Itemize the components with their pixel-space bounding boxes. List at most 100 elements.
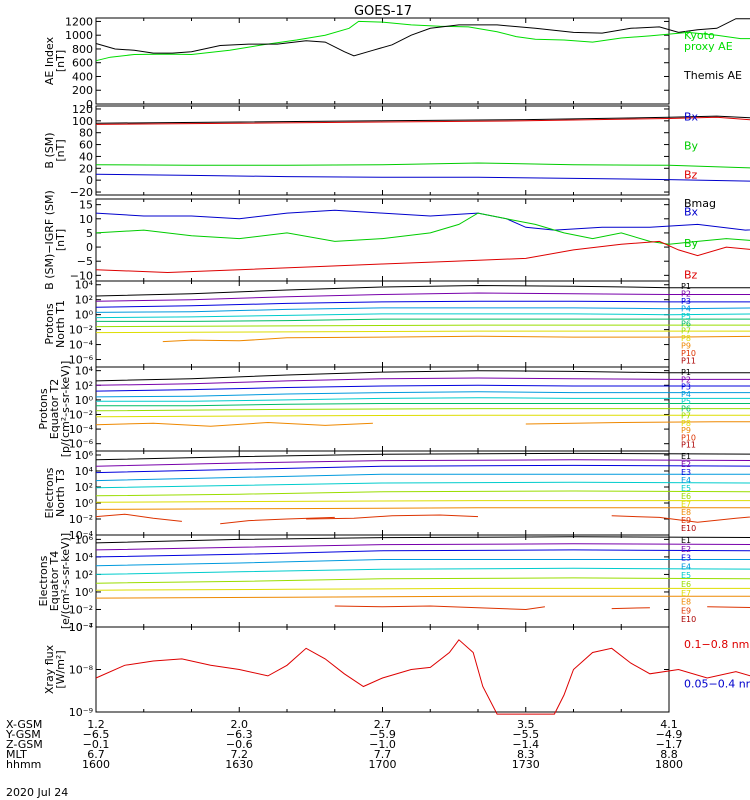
protons_equator-ytick-label: 10⁻⁶ xyxy=(69,438,94,451)
electrons_north-series-e4 xyxy=(95,473,750,482)
electrons_north-ylabel: Electrons xyxy=(43,467,56,518)
bsm_igrf-series-by xyxy=(95,212,750,245)
protons_north-series-p6 xyxy=(96,318,750,322)
electrons_equator-series-e1 xyxy=(95,536,750,544)
protons_equator-legend-p7: P7 xyxy=(681,412,691,421)
electrons_equator-series-e8 xyxy=(95,595,750,599)
footer-value: 1600 xyxy=(82,758,110,771)
bsm_igrf-ytick-label: 10 xyxy=(79,213,93,226)
electrons_north-ytick-label: 10⁰ xyxy=(75,497,94,510)
footer-value: −0.1 xyxy=(83,738,110,751)
ae-ylabel: [nT] xyxy=(54,50,67,72)
protons_north-legend-p9: P9 xyxy=(681,342,691,351)
electrons_equator-legend-e6: E6 xyxy=(681,580,691,589)
electrons_equator-legend-e2: E2 xyxy=(681,545,691,554)
xray-series-0-1-0-8-nm xyxy=(95,639,750,715)
protons_equator-ylabel: [p/(cm²-s-sr-keV)] xyxy=(59,361,72,458)
bsm_igrf-ytick-label: −10 xyxy=(70,269,93,282)
footer-value: −1.0 xyxy=(369,738,396,751)
bsm_igrf-ytick-label: 0 xyxy=(86,241,93,254)
bsm-series-by xyxy=(95,162,750,169)
protons_north-legend-p4: P4 xyxy=(681,304,691,313)
footer-value: 1730 xyxy=(512,758,540,771)
ae-ytick-label: 1200 xyxy=(65,15,93,28)
ae-ytick-label: 400 xyxy=(72,70,93,83)
ae-legend-themis-ae: Themis AE xyxy=(683,69,742,82)
footer-value: 8.8 xyxy=(660,748,678,761)
footer-value: 3.5 xyxy=(517,718,535,731)
electrons_equator-ylabel: Electrons xyxy=(37,555,50,606)
protons_north-ytick-label: 10² xyxy=(75,294,93,307)
protons_equator-series-p8 xyxy=(95,414,750,418)
electrons_equator-legend-e8: E8 xyxy=(681,598,691,607)
bsm_igrf-ytick-label: −5 xyxy=(77,255,93,268)
ae-legend-kyoto: Kyoto xyxy=(684,29,715,42)
protons_equator-legend-p2: P2 xyxy=(681,375,691,384)
footer-row-label: Z-GSM xyxy=(6,738,43,751)
protons_equator-legend-p10: P10 xyxy=(681,433,696,442)
bsm_igrf-series-bx xyxy=(95,209,750,231)
electrons_equator-series-e6 xyxy=(95,577,750,584)
protons_north-legend-p7: P7 xyxy=(681,327,691,336)
bsm-ytick-label: 120 xyxy=(72,103,93,116)
bsm-series-bmag xyxy=(95,115,750,124)
bsm-legend-bx: Bx xyxy=(684,111,699,124)
footer-value: 2.7 xyxy=(374,718,392,731)
electrons_north-ytick-label: 10² xyxy=(75,481,93,494)
protons_north-legend-p5: P5 xyxy=(681,312,691,321)
footer-value: −6.5 xyxy=(83,728,110,741)
protons_north-ytick-label: 10⁻⁴ xyxy=(69,339,94,352)
electrons_equator-legend-e5: E5 xyxy=(681,571,691,580)
bsm-ylabel: [nT] xyxy=(54,139,67,161)
xray-ylabel: Xray flux xyxy=(43,644,56,694)
footer-value: −0.6 xyxy=(226,738,253,751)
electrons_north-series-e9 xyxy=(95,513,182,522)
electrons_north-series-e1 xyxy=(95,452,750,461)
electrons_north-series-e9 xyxy=(220,516,335,525)
protons_north-legend-p11: P11 xyxy=(681,357,696,366)
footer-value: 7.7 xyxy=(374,748,392,761)
protons_equator-series-p4 xyxy=(95,391,750,398)
protons_north-ytick-label: 10⁻⁶ xyxy=(69,354,94,367)
ae-ytick-label: 200 xyxy=(72,84,93,97)
electrons_north-series-e9 xyxy=(611,515,750,523)
protons_north-ytick-label: 10⁰ xyxy=(75,309,94,322)
electrons_north-legend-e7: E7 xyxy=(681,500,691,509)
protons_equator-series-p6 xyxy=(96,403,750,407)
bsm-legend-bmag: Bmag xyxy=(684,197,716,210)
electrons_equator-series-e2 xyxy=(95,543,750,551)
electrons_north-panel-frame xyxy=(95,450,670,536)
electrons_equator-legend-e7: E7 xyxy=(681,589,691,598)
protons_equator-ytick-label: 10⁰ xyxy=(75,394,94,407)
protons_equator-ylabel: Equator T2 xyxy=(48,379,61,439)
electrons_equator-legend-e10: E10 xyxy=(681,615,696,624)
electrons_equator-legend-e3: E3 xyxy=(681,554,691,563)
protons_equator-series-p7 xyxy=(95,408,750,412)
chart-title: GOES-17 xyxy=(354,4,412,19)
electrons_north-legend-e2: E2 xyxy=(681,460,691,469)
electrons_north-ytick-label: 10⁴ xyxy=(75,465,94,478)
protons_north-series-p9 xyxy=(162,335,750,343)
electrons_equator-series-e4 xyxy=(95,559,750,567)
electrons_north-legend-e3: E3 xyxy=(681,468,691,477)
bsm-legend-by: By xyxy=(684,139,699,152)
protons_equator-series-p9 xyxy=(525,421,750,425)
electrons_equator-ytick-label: 10⁶ xyxy=(75,533,94,546)
footer-value: −5.9 xyxy=(369,728,396,741)
electrons_north-series-e2 xyxy=(95,459,750,467)
bsm_igrf-series-bz xyxy=(95,240,750,274)
footer-value: 1800 xyxy=(655,758,683,771)
bsm-legend-bz: Bz xyxy=(684,168,698,181)
bsm_igrf-ytick-label: 15 xyxy=(79,199,93,212)
protons_equator-legend-p6: P6 xyxy=(681,404,691,413)
bsm-ytick-label: 80 xyxy=(79,127,93,140)
electrons_equator-ylabel: Equator T4 xyxy=(48,551,61,611)
ae-ytick-label: 1000 xyxy=(65,29,93,42)
protons_equator-ytick-label: 10⁻² xyxy=(69,408,93,421)
protons_north-series-p5 xyxy=(95,313,750,319)
electrons_equator-legend-e9: E9 xyxy=(681,606,691,615)
protons_north-series-p4 xyxy=(95,307,750,313)
protons_north-legend-p1: P1 xyxy=(681,282,691,291)
xray-legend-0-1-0-8-nm: 0.1−0.8 nm xyxy=(684,638,749,651)
xray-ytick-label: 10⁻⁸ xyxy=(69,664,94,677)
